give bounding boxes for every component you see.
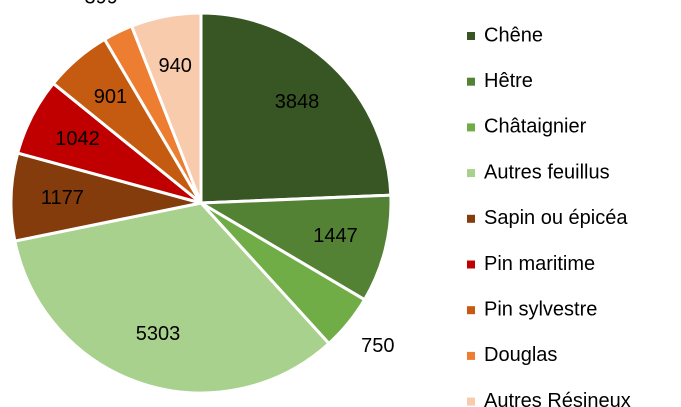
legend-swatch <box>467 77 475 86</box>
legend-label: Châtaignier <box>484 116 587 138</box>
pie-slice <box>195 193 393 302</box>
data-label: 1177 <box>41 187 84 209</box>
legend-swatch <box>467 32 475 40</box>
legend-label: Sapin ou épicéa <box>484 207 628 229</box>
legend-label: Chêne <box>484 24 543 46</box>
legend-swatch <box>467 123 475 132</box>
legend-swatch <box>467 169 475 178</box>
legend-swatch <box>467 397 475 406</box>
legend-label: Pin maritime <box>484 253 595 275</box>
legend-label: Hêtre <box>484 70 533 92</box>
data-label: 3848 <box>275 91 320 113</box>
pie-slice <box>129 11 203 204</box>
pie-slice <box>13 201 332 395</box>
legend-label: Pin sylvestre <box>484 298 597 320</box>
legend-swatch <box>467 214 475 223</box>
pie-slice <box>199 11 393 205</box>
data-label: 5303 <box>136 323 181 345</box>
legend-swatch <box>467 260 475 269</box>
data-label: 399 <box>85 0 118 8</box>
legend-label: Autres Résineux <box>484 390 631 407</box>
data-label: 750 <box>361 335 394 357</box>
legend-label: Douglas <box>484 344 557 366</box>
data-label: 1042 <box>55 128 100 150</box>
legend-swatch <box>467 306 475 315</box>
data-label: 901 <box>94 86 127 108</box>
data-label: 940 <box>159 55 192 77</box>
legend-swatch <box>467 351 475 360</box>
legend-label: Autres feuillus <box>484 161 610 183</box>
data-label: 1447 <box>313 225 358 247</box>
